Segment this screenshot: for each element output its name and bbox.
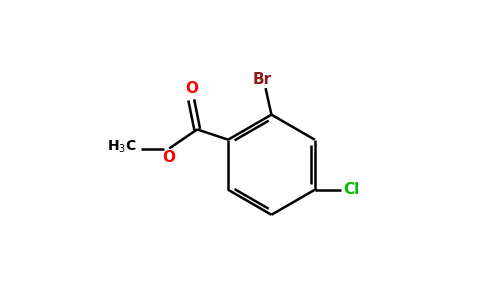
Text: O: O bbox=[163, 150, 176, 165]
Text: H$_3$C: H$_3$C bbox=[107, 139, 137, 155]
Text: Cl: Cl bbox=[343, 182, 359, 197]
Text: O: O bbox=[185, 81, 198, 96]
Text: Br: Br bbox=[253, 72, 272, 87]
